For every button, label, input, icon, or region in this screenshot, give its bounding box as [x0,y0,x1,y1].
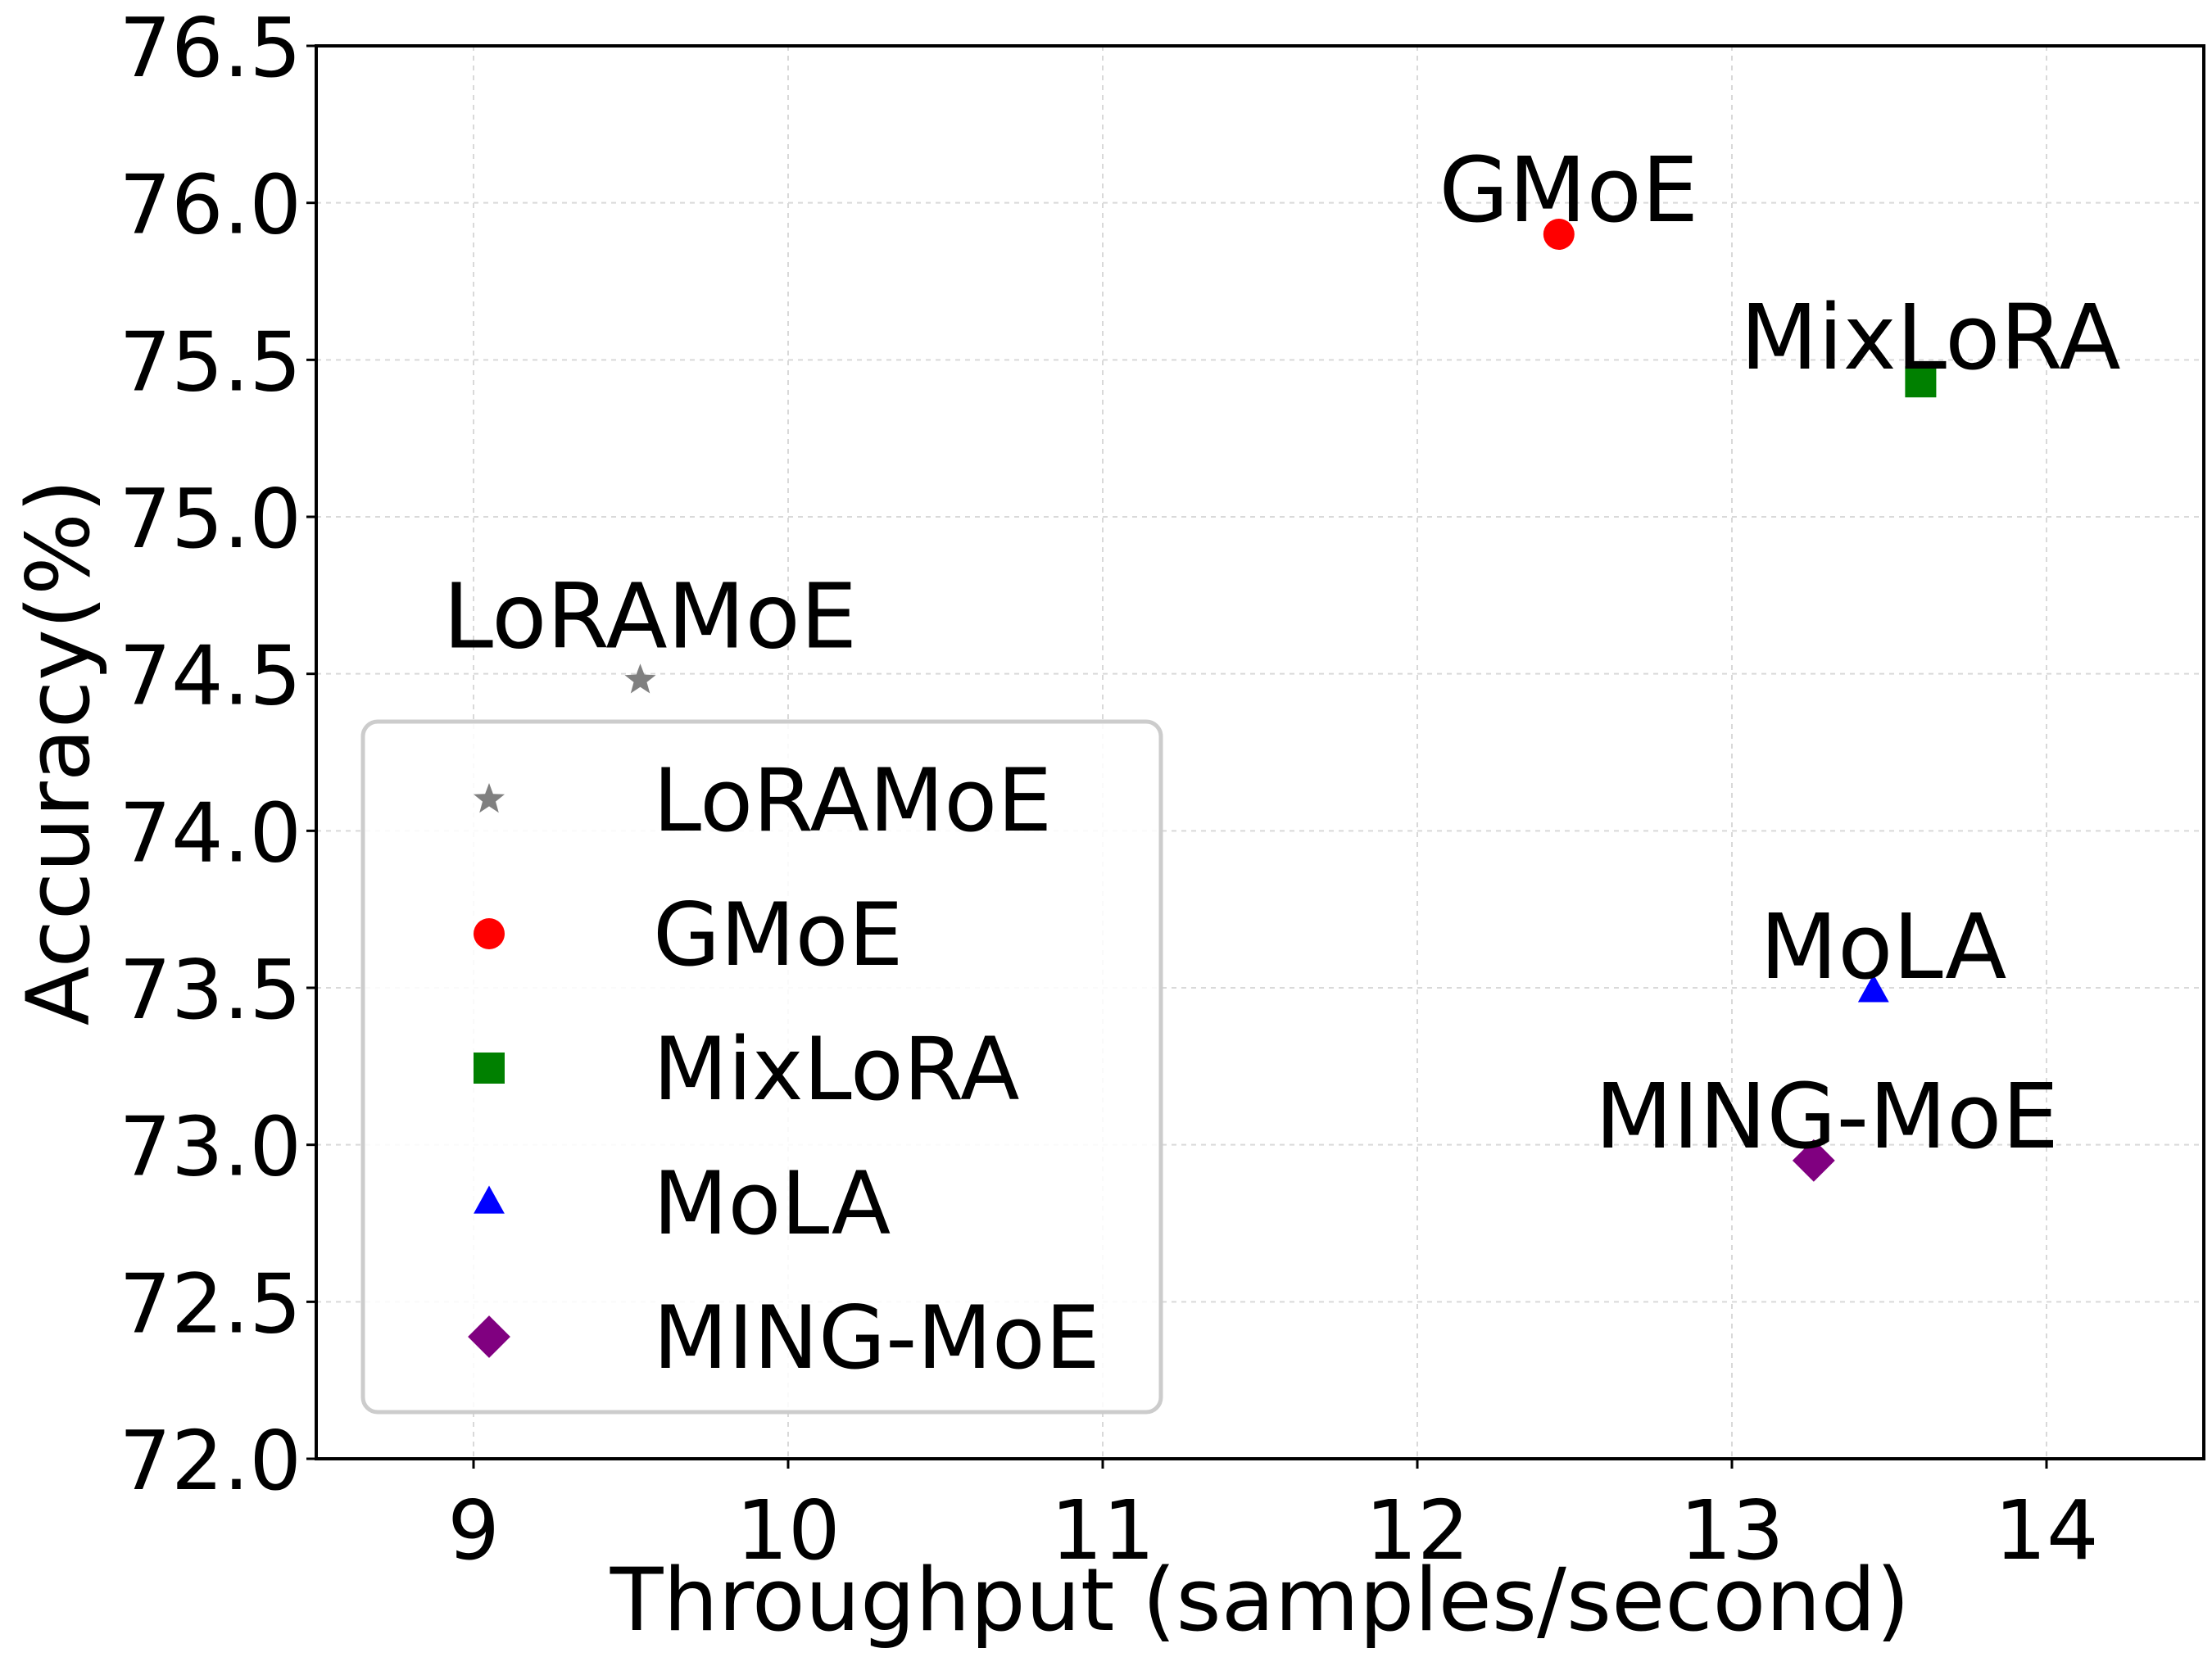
y-tick-label: 76.5 [119,0,301,96]
legend-marker-loramoe [474,783,505,813]
x-tick-label: 12 [1365,1483,1469,1578]
plot-area-frame [315,44,2205,1460]
y-tick-label: 76.0 [119,157,301,253]
y-tick-label: 72.5 [119,1256,301,1351]
y-tick-label: 75.0 [119,471,301,567]
point-label-mixlora: MixLoRA [1740,285,2120,390]
x-tick-label: 9 [447,1483,500,1578]
y-tick-label: 75.5 [119,314,301,410]
data-point-labels: LoRAMoE GMoE MixLoRA MoLA MING-MoE [443,138,2121,1169]
point-mola [1857,974,1889,1003]
legend-entry-loramoe: LoRAMoE [653,750,1052,851]
y-axis-ticks: 72.0 72.5 73.0 73.5 74.0 74.5 75.0 75.5 76.0 76.5 [119,0,316,1509]
point-ming-moe [1792,1139,1835,1182]
y-tick-label: 73.5 [119,942,301,1038]
x-tick-label: 13 [1679,1483,1784,1578]
data-points [624,219,1937,1182]
y-tick-label: 73.0 [119,1099,301,1195]
point-label-gmoe: GMoE [1439,138,1698,242]
x-axis-ticks: 9 10 11 12 13 14 [447,1459,2099,1578]
x-tick-label: 10 [736,1483,840,1578]
point-label-loramoe: LoRAMoE [443,564,858,668]
x-tick-label: 14 [1994,1483,2098,1578]
legend-entry-gmoe: GMoE [653,885,903,985]
y-tick-label: 72.0 [119,1413,301,1509]
y-tick-label: 74.5 [119,628,301,724]
point-gmoe [1543,219,1575,250]
point-loramoe [624,663,656,694]
x-axis-title: Throughput (samples/second) [610,1550,1910,1650]
x-tick-label: 11 [1050,1483,1154,1578]
point-label-mola: MoLA [1760,894,2006,999]
legend-marker-mola [474,1185,505,1214]
legend-entry-ming-moe: MING-MoE [653,1288,1100,1388]
y-axis-title: Accuracy(%) [8,479,109,1025]
legend-entry-mola: MoLA [653,1153,891,1254]
point-label-ming-moe: MING-MoE [1595,1064,2059,1169]
legend: LoRAMoE GMoE MixLoRA MoLA MING-MoE [360,719,1163,1415]
legend-box [360,719,1163,1415]
point-mixlora [1905,366,1937,398]
legend-entry-mixlora: MixLoRA [653,1019,1020,1120]
y-tick-label: 74.0 [119,785,301,881]
legend-marker-ming-moe [468,1315,510,1358]
legend-marker-mixlora [474,1053,505,1084]
legend-marker-gmoe [474,918,505,949]
